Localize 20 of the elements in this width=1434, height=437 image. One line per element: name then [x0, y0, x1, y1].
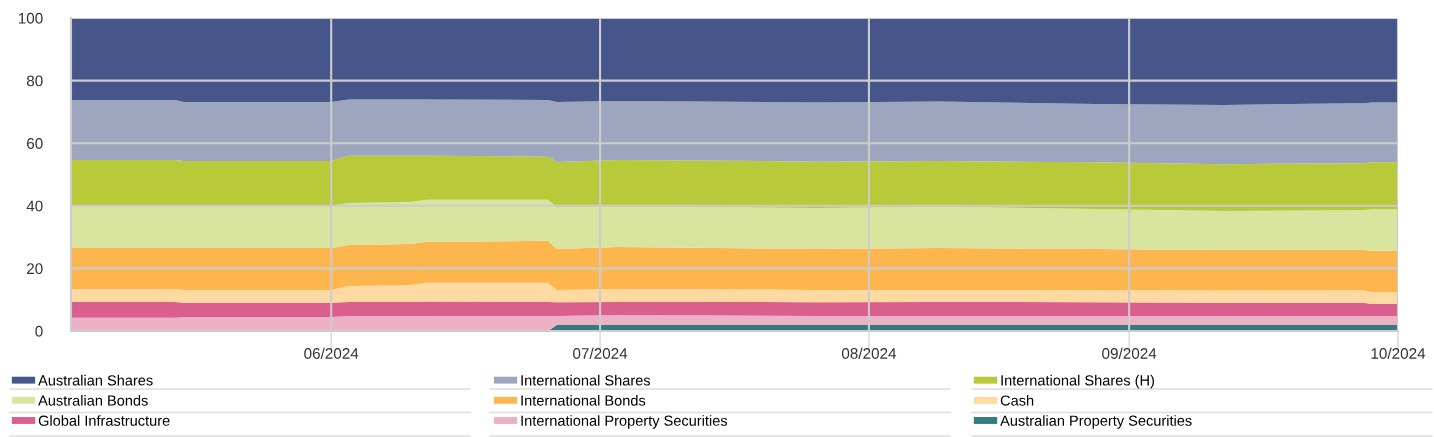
legend-label: International Shares (H): [1001, 374, 1154, 389]
x-tick-label: 07/2024: [573, 347, 628, 359]
x-tick-label: 08/2024: [841, 347, 897, 359]
legend-label: Australian Shares: [38, 374, 153, 386]
legend-label: Global Infrastructure: [38, 415, 170, 426]
x-tick-label: 10/2024: [1371, 347, 1426, 359]
y-tick-label: 20: [27, 263, 43, 275]
y-tick-label: 0: [35, 325, 43, 337]
legend-label: International Bonds: [521, 394, 646, 406]
legend-label: Cash: [1000, 394, 1034, 406]
y-tick-label: 40: [26, 200, 43, 212]
legend-label: International Property Securities: [521, 415, 728, 429]
legend-label: Australian Property Securities: [1000, 415, 1192, 429]
y-tick-label: 60: [27, 138, 43, 149]
y-tick-label: 80: [26, 75, 43, 87]
x-tick-label: 06/2024: [304, 347, 359, 359]
y-tick-label: 100: [18, 12, 43, 24]
x-tick-label: 09/2024: [1102, 347, 1157, 359]
legend-label: Australian Bonds: [38, 394, 148, 406]
legend-label: International Shares: [521, 374, 651, 386]
